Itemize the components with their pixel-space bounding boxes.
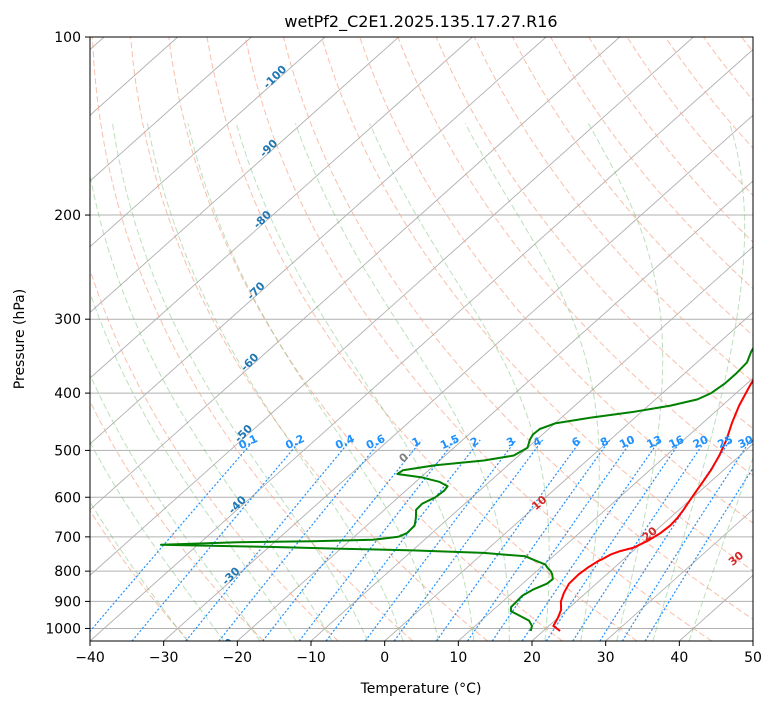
y-tick-label: 300	[54, 312, 81, 328]
mixing-ratio-label: 30	[736, 433, 756, 451]
y-tick-label: 400	[54, 386, 81, 402]
isotherm-gridline	[90, 37, 252, 182]
isotherm-gridline	[90, 37, 400, 314]
isotherm-label: -20	[213, 636, 236, 659]
plot-frame	[89, 36, 754, 642]
dry-adiabat	[321, 37, 753, 572]
moist-adiabat	[294, 123, 510, 641]
x-tick-label: −20	[223, 650, 253, 666]
dry-adiabat	[130, 37, 488, 641]
x-tick-label: 20	[523, 650, 541, 666]
moist-adiabat	[688, 456, 753, 641]
x-tick-label: 0	[380, 650, 389, 666]
x-tick-label: −40	[75, 650, 105, 666]
dry-adiabat	[168, 37, 563, 641]
moist-adiabat	[369, 123, 550, 641]
mixing-ratio-line	[644, 467, 753, 641]
mixing-ratio-line	[621, 439, 752, 641]
x-tick-label: 40	[670, 650, 688, 666]
mixing-ratio-label: 25	[716, 433, 735, 451]
mixing-ratio-line	[599, 439, 731, 641]
y-tick-label: 700	[54, 530, 81, 546]
temperature-profile	[552, 378, 753, 632]
dry-adiabat	[244, 37, 712, 641]
y-tick-label: 500	[54, 443, 81, 459]
y-tick-label: 1000	[45, 621, 81, 637]
isotherm-gridline	[605, 508, 753, 641]
y-tick-label: 600	[54, 490, 81, 506]
moist-adiabat	[112, 123, 369, 641]
x-axis-title: Temperature (°C)	[360, 681, 482, 697]
moist-adiabat	[90, 501, 188, 641]
moist-adiabat	[464, 123, 600, 641]
mixing-ratio-line	[491, 439, 633, 641]
y-tick-label: 900	[54, 594, 81, 610]
y-tick-label: 800	[54, 564, 81, 580]
y-axis-title: Pressure (hPa)	[12, 289, 28, 389]
mixing-ratio-line	[364, 439, 517, 641]
mixing-ratio-line	[521, 439, 661, 641]
mixing-ratio-line	[218, 439, 382, 641]
isotherm-gridline	[90, 37, 621, 511]
mixing-ratio-line	[393, 439, 544, 641]
moist-adiabat	[187, 123, 439, 641]
isotherm-gridline	[531, 443, 753, 641]
profile-lines	[160, 346, 753, 632]
moist-adiabat	[90, 291, 297, 641]
isotherm-gridline	[458, 377, 753, 641]
y-tick-label: 200	[54, 208, 81, 224]
x-tick-label: 30	[597, 650, 615, 666]
dry-adiabat	[435, 37, 753, 430]
mixing-ratio-label: 10	[617, 433, 637, 451]
isotherm-gridline	[90, 48, 753, 641]
dry-adiabat	[512, 37, 753, 337]
isotherm-gridline	[163, 114, 753, 641]
x-tick-label: 50	[744, 650, 762, 666]
mixing-ratio-line	[131, 439, 302, 641]
plot-area	[90, 37, 753, 641]
isotherm-gridline	[384, 311, 753, 641]
moist-adiabat	[90, 373, 261, 641]
dry-adiabat	[473, 37, 753, 383]
dry-adiabat	[90, 400, 264, 641]
isotherm-gridline	[310, 246, 753, 641]
mixing-ratio-line	[572, 439, 707, 641]
moist-adiabat	[90, 441, 225, 641]
axes: −40 −30 −20 −10 0 10 20 30 40 50 100 200 300 400 500 60…	[45, 30, 762, 666]
isotherm-gridline	[90, 37, 547, 445]
x-tick-label: 10	[449, 650, 467, 666]
dry-adiabat	[91, 37, 414, 641]
mixing-ratio-line	[467, 439, 611, 641]
chart-title: wetPf2_C2E1.2025.135.17.27.R16	[284, 12, 557, 32]
x-tick-label: −10	[296, 650, 326, 666]
moist-adiabat	[235, 123, 475, 641]
moist-adiabat	[146, 123, 404, 641]
y-tick-label: 100	[54, 30, 81, 46]
mixing-ratio-line	[185, 439, 352, 641]
moist-adiabat	[652, 123, 746, 641]
isotherm-gridline	[90, 37, 694, 576]
mixing-ratio-label: 13	[645, 433, 664, 451]
dry-adiabat	[90, 509, 190, 641]
mixing-ratio-label: 20	[691, 433, 711, 451]
mixing-ratio-label: 16	[667, 433, 687, 451]
mixing-ratio-line	[435, 439, 582, 641]
dewpoint-profile	[160, 346, 753, 632]
x-tick-label: −30	[149, 650, 179, 666]
mixing-ratio-line	[262, 439, 423, 641]
moist-adiabat	[587, 123, 664, 641]
isotherm-gridline	[90, 37, 326, 248]
dry-adiabat	[282, 37, 753, 620]
moist-adiabat	[90, 173, 333, 641]
